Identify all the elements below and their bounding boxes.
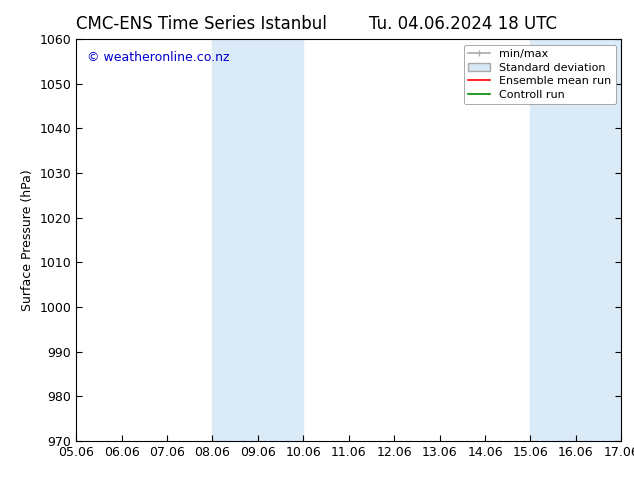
Y-axis label: Surface Pressure (hPa): Surface Pressure (hPa) (21, 169, 34, 311)
Bar (212, 39, 303, 441)
Legend: min/max, Standard deviation, Ensemble mean run, Controll run: min/max, Standard deviation, Ensemble me… (463, 45, 616, 104)
Bar (531, 39, 621, 441)
Text: © weatheronline.co.nz: © weatheronline.co.nz (87, 51, 230, 64)
Text: CMC-ENS Time Series Istanbul        Tu. 04.06.2024 18 UTC: CMC-ENS Time Series Istanbul Tu. 04.06.2… (77, 15, 557, 33)
